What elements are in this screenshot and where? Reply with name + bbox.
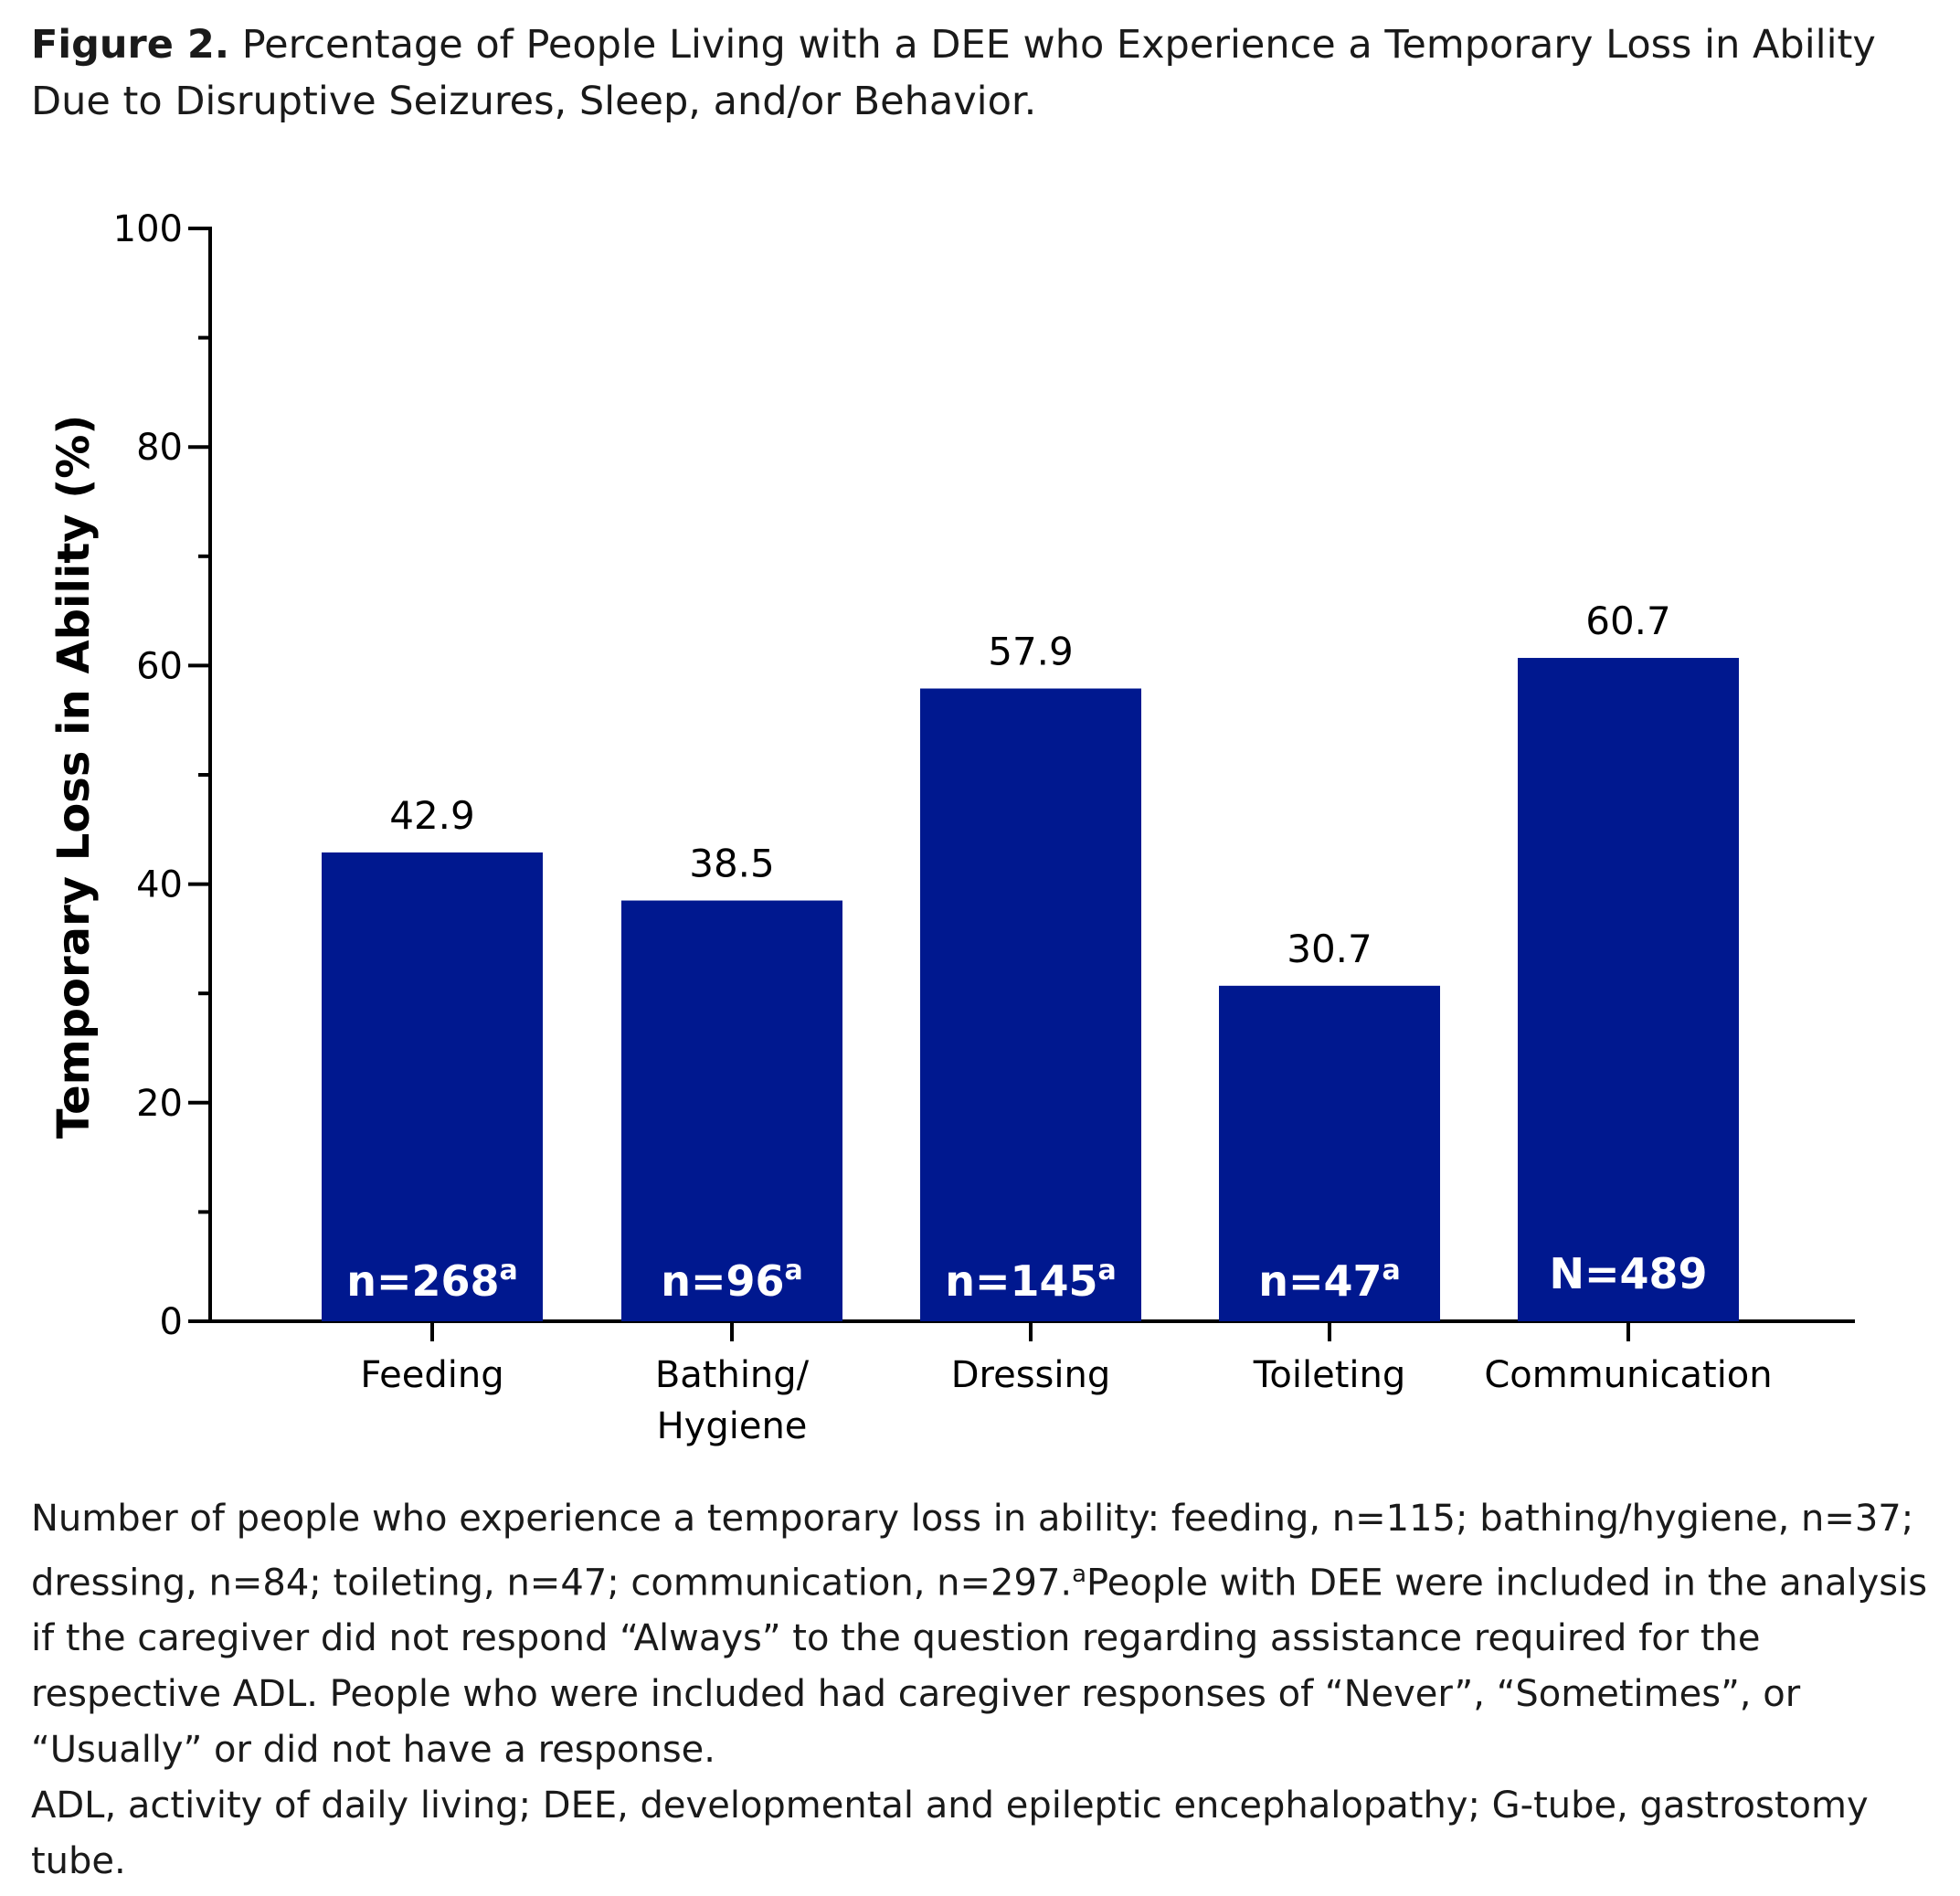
bar-sample-size-label: n=47a <box>1258 1255 1401 1306</box>
sample-size-value: n=268 <box>346 1256 499 1306</box>
sample-size-value: n=47 <box>1258 1256 1382 1306</box>
bar-sample-size-label: n=96a <box>661 1255 803 1306</box>
x-axis: Feeding Bathing/Hygiene Dressing Toileting C… <box>208 1319 1855 1447</box>
figure-caption: Figure 2. Percentage of People Living wi… <box>31 16 1932 130</box>
sample-size-value: n=96 <box>661 1256 784 1306</box>
bar <box>322 852 543 1321</box>
footnote: Number of people who experience a tempor… <box>31 1491 1941 1890</box>
sample-size-value: n=145 <box>945 1256 1097 1306</box>
footnote-sample-counts: Number of people who experience a tempor… <box>31 1498 1914 1605</box>
bar-value-label: 30.7 <box>1287 927 1372 971</box>
sample-size-marker: a <box>1098 1255 1117 1287</box>
x-tick-label-line: Feeding <box>360 1354 503 1396</box>
x-tick-label-line: Hygiene <box>657 1405 808 1447</box>
sample-size-marker: a <box>1383 1255 1401 1287</box>
figure-label: Figure 2. <box>31 22 230 68</box>
bar-sample-size-label: n=268a <box>346 1255 518 1306</box>
x-tick-label: Communication <box>1484 1354 1772 1396</box>
bar-value-label: 57.9 <box>988 630 1074 674</box>
bar-sample-size-label: N=489 <box>1549 1249 1707 1298</box>
y-tick-label: 20 <box>136 1083 183 1125</box>
x-tick-label: Feeding <box>360 1354 503 1396</box>
bar-sample-size-label: n=145a <box>945 1255 1117 1306</box>
footnote-abbreviations: ADL, activity of daily living; DEE, deve… <box>31 1785 1869 1883</box>
y-tick-label: 80 <box>136 427 183 469</box>
y-tick-label: 60 <box>136 645 183 687</box>
footnote-inclusion-note: People with DEE were included in the ana… <box>31 1562 1928 1772</box>
y-axis-label: Temporary Loss in Ability (%) <box>48 415 100 1139</box>
x-tick-label-line: Bathing/ <box>655 1354 810 1396</box>
bar-value-label: 38.5 <box>689 842 775 886</box>
x-tick-label-line: Communication <box>1484 1354 1772 1396</box>
x-tick-label: Bathing/Hygiene <box>655 1354 810 1447</box>
bar <box>1518 658 1739 1321</box>
x-tick-label: Dressing <box>951 1354 1111 1396</box>
bar <box>920 688 1141 1321</box>
x-tick-label-line: Toileting <box>1253 1354 1405 1396</box>
bar <box>1219 985 1440 1321</box>
y-axis: 0 20 40 60 80 100 <box>113 208 212 1343</box>
y-tick-label: 0 <box>160 1301 183 1343</box>
y-tick-label: 100 <box>113 208 183 250</box>
sample-size-value: N=489 <box>1549 1249 1707 1298</box>
bars: 42.9n=268a38.5n=96a57.9n=145a30.7n=47a60… <box>322 598 1739 1321</box>
sample-size-marker: a <box>785 1255 803 1287</box>
x-tick-label-line: Dressing <box>951 1354 1111 1396</box>
sample-size-marker: a <box>500 1255 518 1287</box>
bar <box>621 900 842 1321</box>
bar-value-label: 42.9 <box>389 793 475 838</box>
bar-chart: 0 20 40 60 80 100 Feeding Bathing/Hygiene Dress… <box>48 208 1855 1447</box>
figure-caption-text: Percentage of People Living with a DEE w… <box>31 22 1876 124</box>
x-tick-label: Toileting <box>1253 1354 1405 1396</box>
y-tick-label: 40 <box>136 864 183 906</box>
footnote-paragraph-1: Number of people who experience a tempor… <box>31 1491 1941 1778</box>
bar-value-label: 60.7 <box>1585 598 1671 643</box>
footnote-marker: a <box>1072 1561 1087 1588</box>
